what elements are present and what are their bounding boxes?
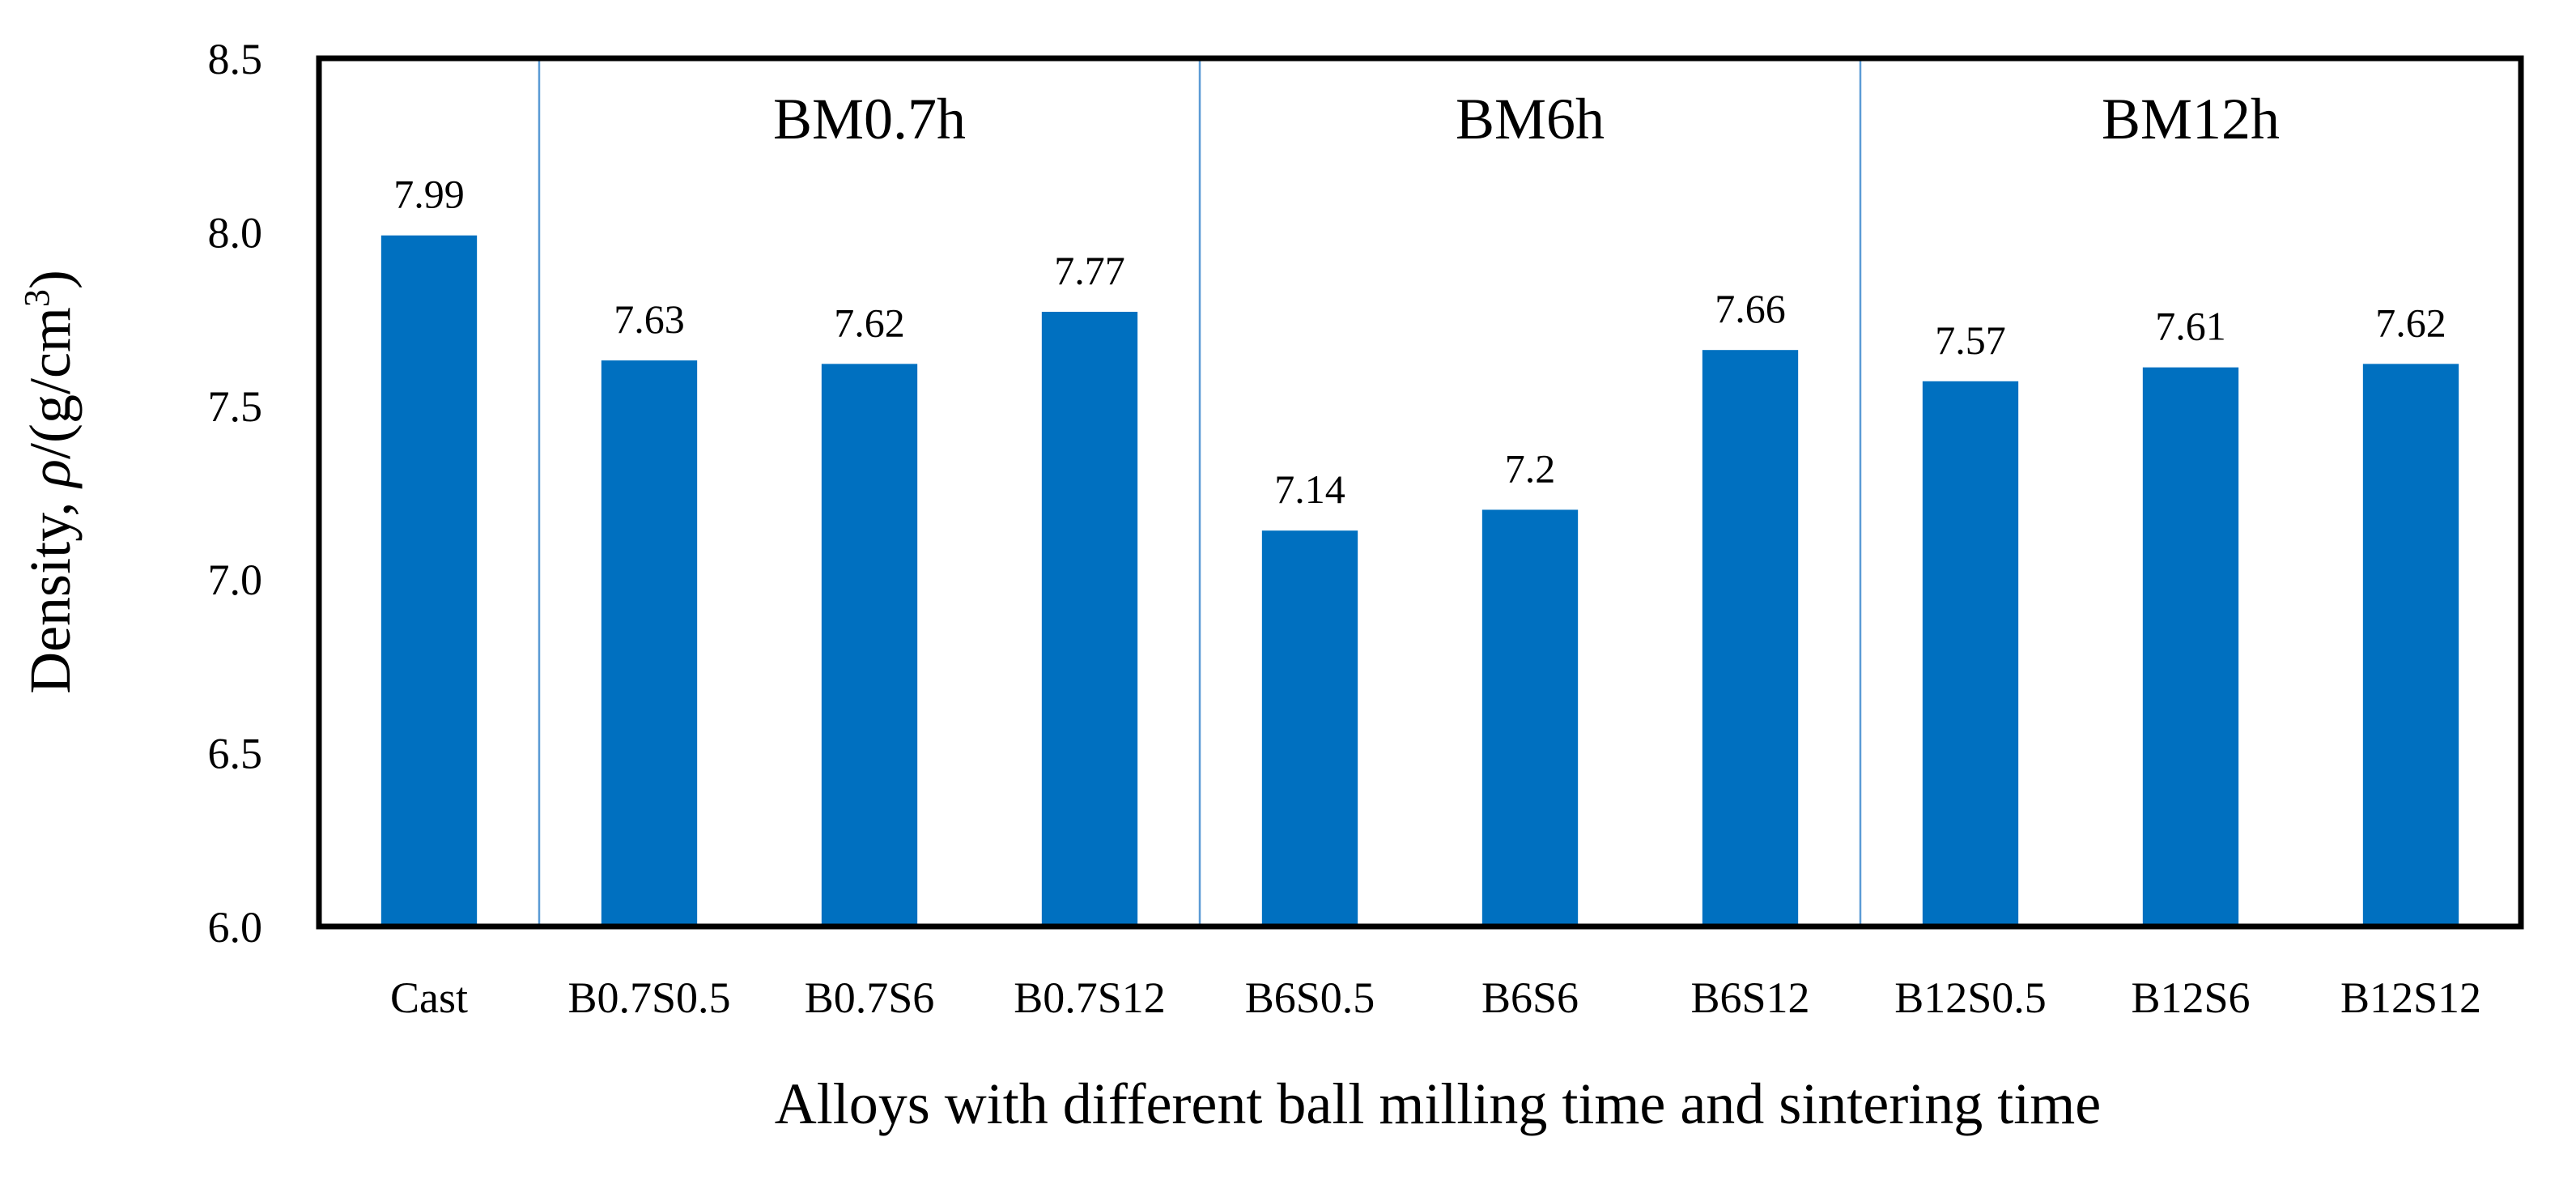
y-axis-ticks: 6.0 6.5 7.0 7.5 8.0 8.5 (208, 35, 263, 952)
y-tick-label-8-5: 8.5 (208, 35, 263, 83)
y-tick-label-6-5: 6.5 (208, 730, 263, 778)
bar-b12s12 (2362, 364, 2459, 926)
bar-b6s6 (1481, 509, 1579, 926)
bar-b6s12 (1702, 350, 1799, 926)
x-tick-label-cast: Cast (390, 973, 468, 1022)
data-label-b0-7s12: 7.77 (1054, 248, 1125, 293)
bar-b6s0-5 (1261, 530, 1358, 926)
group-label-bm6h: BM6h (1456, 87, 1605, 151)
data-label-b6s12: 7.66 (1715, 286, 1786, 331)
y-tick-label-6-0: 6.0 (208, 903, 263, 952)
data-label-cast: 7.99 (393, 172, 465, 217)
bar-b0-7s0-5 (601, 360, 698, 926)
bar-b0-7s12 (1041, 312, 1138, 926)
data-label-b0-7s0-5: 7.63 (614, 296, 685, 342)
data-label-b0-7s6: 7.62 (834, 300, 905, 345)
y-axis-title-superscript: 3 (17, 289, 57, 307)
y-axis-title-prefix: Density, (18, 488, 83, 694)
bar-b0-7s6 (821, 364, 918, 926)
group-label-bm0-7h: BM0.7h (773, 87, 966, 151)
x-tick-label-b12s0-5: B12S0.5 (1894, 973, 2047, 1022)
group-labels: BM0.7h BM6h BM12h (773, 87, 2280, 151)
plot-frame (316, 55, 2524, 930)
x-tick-label-b12s12: B12S12 (2340, 973, 2481, 1022)
bar-series (380, 235, 2459, 927)
bar-cast (380, 235, 478, 926)
data-label-b6s6: 7.2 (1505, 445, 1556, 491)
data-label-b6s0-5: 7.14 (1274, 466, 1345, 512)
data-label-b12s6: 7.61 (2155, 304, 2226, 349)
x-tick-label-b0-7s0-5: B0.7S0.5 (567, 973, 730, 1022)
x-tick-label-b12s6: B12S6 (2131, 973, 2250, 1022)
y-axis-title-unit: /(g/cm (18, 307, 83, 459)
x-tick-label-b6s12: B6S12 (1690, 973, 1809, 1022)
data-label-b12s0-5: 7.57 (1935, 317, 2006, 363)
bar-b12s6 (2142, 367, 2239, 927)
y-axis-title-symbol: ρ (18, 459, 83, 489)
bar-b12s0-5 (1922, 381, 2019, 926)
group-separators (538, 58, 1862, 926)
group-label-bm12h: BM12h (2102, 87, 2280, 151)
data-label-b12s12: 7.62 (2375, 300, 2446, 345)
y-axis-title-suffix: ) (18, 270, 83, 289)
x-tick-label-b0-7s12: B0.7S12 (1014, 973, 1166, 1022)
x-axis-ticks: Cast B0.7S0.5 B0.7S6 B0.7S12 B6S0.5 B6S6 B6S12… (390, 973, 2481, 1022)
y-tick-label-7-0: 7.0 (208, 556, 263, 604)
x-tick-label-b6s6: B6S6 (1481, 973, 1579, 1022)
y-tick-label-8-0: 8.0 (208, 208, 263, 257)
y-tick-label-7-5: 7.5 (208, 382, 263, 431)
x-tick-label-b6s0-5: B6S0.5 (1245, 973, 1375, 1022)
x-tick-label-b0-7s6: B0.7S6 (805, 973, 935, 1022)
x-axis-title: Alloys with different ball milling time … (775, 1071, 2101, 1136)
data-labels: 7.99 7.63 7.62 7.77 7.14 7.2 7.66 7.57 7.61 7.62 (393, 172, 2446, 512)
y-axis-title: Density, ρ/(g/cm3) (17, 270, 83, 694)
